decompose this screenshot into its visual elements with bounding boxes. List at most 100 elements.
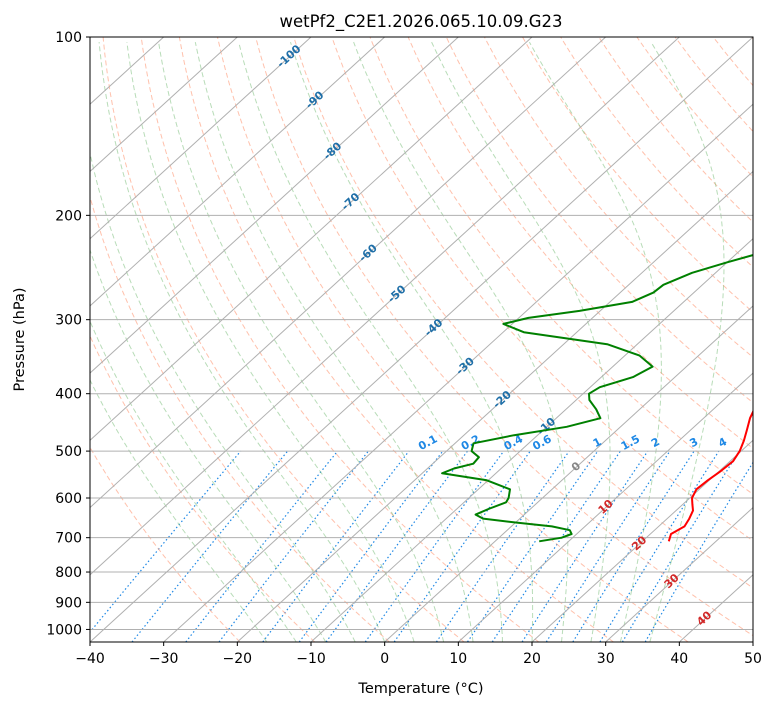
moist-adiabat-line: [353, 41, 569, 642]
y-tick-label: 300: [55, 313, 82, 329]
y-axis-title: Pressure (hPa): [12, 287, 28, 391]
dry-adiabat-line: [712, 37, 753, 87]
isotherm-line: [457, 372, 753, 642]
isotherm-line: [605, 506, 753, 642]
isotherm-line: [310, 237, 753, 642]
moist-adiabat-line: [126, 42, 415, 642]
y-tick-label: 900: [55, 595, 82, 611]
dry-adiabat-line: [140, 37, 540, 642]
x-tick-label: 30: [597, 651, 615, 667]
y-axis: 100 200 300 400 500 600 700 800 900 1000: [46, 30, 90, 638]
moist-adiabat-line: [90, 150, 356, 642]
mixing-ratio-line: [218, 450, 369, 642]
dry-adiabat-line: [750, 37, 753, 40]
x-tick-label: −40: [75, 651, 105, 667]
isotherm-line: [384, 305, 753, 642]
mixing-ratio-line: [435, 450, 570, 642]
moist-adiabats: [90, 41, 725, 642]
isotherm-label: -100: [274, 42, 303, 70]
dewpoint-trace: [441, 254, 753, 543]
x-tick-label: 10: [449, 651, 467, 667]
isotherm-line: [90, 37, 753, 642]
moist-adiabat-line: [158, 42, 445, 642]
mixing-ratio-line: [466, 450, 599, 642]
y-tick-label: 600: [55, 491, 82, 507]
dry-adiabat-line: [90, 446, 241, 642]
x-tick-label: −10: [296, 651, 326, 667]
dry-adiabat-line: [90, 334, 316, 642]
isotherm-line: [90, 37, 607, 509]
mixing-ratio-line: [545, 450, 671, 642]
x-tick-label: 40: [670, 651, 688, 667]
mixing-ratio-line: [572, 450, 695, 642]
chart-title: wetPf2_C2E1.2026.065.10.09.G23: [279, 12, 562, 32]
y-tick-label: 400: [55, 387, 82, 403]
moist-adiabat-line: [431, 41, 611, 642]
dry-adiabat-line: [178, 37, 614, 642]
mixing-ratio-label: 4: [716, 435, 729, 450]
isoline-labels: -100-90-80-70-60-50-40-30-20-10010203040…: [274, 42, 768, 628]
isotherm-line: [90, 37, 238, 173]
mixing-ratio-line: [364, 450, 505, 642]
dry-adiabat-line: [407, 37, 753, 449]
mixing-ratio-line: [621, 450, 740, 642]
sounding-traces: [441, 254, 753, 543]
dry-adiabat-line: [255, 37, 753, 637]
moist-adiabat-line: [290, 41, 534, 642]
isotherm-line: [90, 37, 459, 374]
dry-adiabat-line: [522, 37, 753, 313]
plot-frame: [89, 36, 754, 643]
temperature-trace: [667, 409, 753, 542]
mixing-ratio-line: [298, 450, 444, 642]
mixing-ratio-label: 2: [649, 435, 662, 450]
y-tick-label: 1000: [46, 622, 82, 638]
x-tick-label: 20: [523, 651, 541, 667]
moist-adiabat-line: [194, 41, 474, 642]
moist-adiabat-line: [649, 41, 725, 642]
y-tick-label: 800: [55, 565, 82, 581]
y-tick-label: 200: [55, 208, 82, 224]
isotherm-line: [90, 37, 386, 307]
dry-adiabat-line: [598, 37, 753, 223]
mixing-ratio-label: 1.5: [619, 432, 642, 453]
moist-adiabat-line: [238, 41, 503, 642]
dry-adiabat-line: [674, 37, 753, 133]
dry-adiabat-line: [445, 37, 753, 404]
dry-adiabat-line: [483, 37, 753, 358]
mixing-ratio-line: [90, 450, 242, 633]
moist-adiabat-line: [90, 248, 327, 642]
plot-area: -100-90-80-70-60-50-40-30-20-10010203040…: [90, 37, 768, 642]
isotherm-line: [90, 37, 312, 240]
mixing-ratio-line: [491, 450, 621, 642]
moist-adiabat-line: [90, 319, 297, 642]
x-tick-label: −30: [149, 651, 179, 667]
y-tick-label: 700: [55, 531, 82, 547]
dry-adiabat-line: [293, 37, 753, 589]
dry-adiabat-line: [560, 37, 753, 268]
mixing-ratio-label: 0.1: [416, 432, 439, 453]
mixing-ratio-label: 6: [755, 435, 768, 450]
x-axis: −40 −30 −20 −10 0 10 20 30 40 50: [75, 642, 762, 667]
moist-adiabat-line: [98, 42, 386, 642]
x-tick-label: 0: [380, 651, 389, 667]
moist-adiabat-line: [528, 41, 662, 642]
x-tick-label: −20: [223, 651, 253, 667]
mixing-ratio-label: 1: [591, 435, 604, 450]
x-tick-label: 50: [744, 651, 762, 667]
isotherm-line: [90, 37, 533, 442]
mixing-ratio-line: [185, 450, 339, 642]
moist-adiabat-line: [90, 378, 268, 642]
isotherm-line: [163, 103, 753, 642]
dry-adiabat-line: [90, 195, 390, 642]
y-tick-label: 100: [55, 30, 82, 46]
isotherm-line: [752, 641, 753, 642]
mixing-ratio-line: [131, 450, 289, 642]
mixing-ratio-line: [325, 450, 468, 642]
y-tick-label: 500: [55, 444, 82, 460]
isotherm-line: [531, 439, 753, 642]
isotherms: [90, 37, 753, 642]
isotherm-line: [90, 37, 680, 576]
isobars: [90, 37, 753, 630]
mixing-ratio-line: [521, 450, 649, 642]
